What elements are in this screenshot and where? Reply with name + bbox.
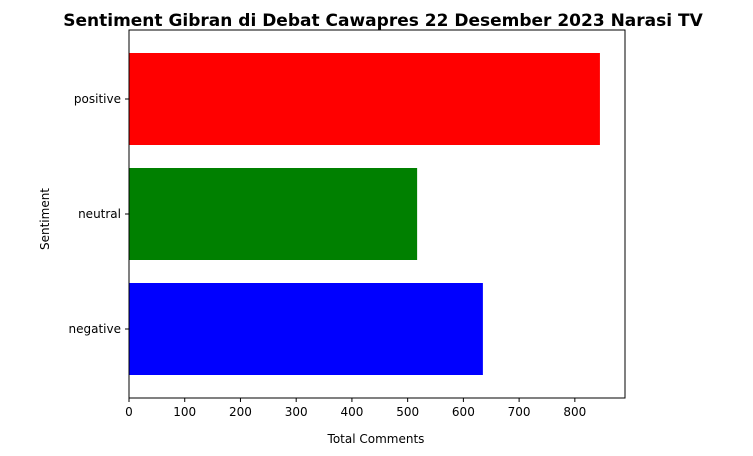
x-tick-label: 300: [285, 405, 308, 419]
y-tick-label: neutral: [78, 207, 121, 221]
x-tick-label: 200: [229, 405, 252, 419]
bars-group: [129, 53, 600, 375]
x-tick-label: 700: [508, 405, 531, 419]
y-tick-label: positive: [74, 92, 121, 106]
y-axis-ticks: negative neutral positive: [69, 92, 129, 336]
y-axis-label: Sentiment: [38, 188, 52, 250]
y-tick-label: negative: [69, 322, 121, 336]
x-axis-label: Total Comments: [327, 432, 425, 446]
chart-title: Sentiment Gibran di Debat Cawapres 22 De…: [63, 11, 703, 31]
x-tick-label: 400: [340, 405, 363, 419]
x-tick-label: 600: [452, 405, 475, 419]
bar-negative: [129, 283, 483, 375]
bar-positive: [129, 53, 600, 145]
x-axis-ticks: 0 100 200 300 400 500 600 700 800: [125, 398, 586, 419]
x-tick-label: 100: [173, 405, 196, 419]
x-tick-label: 500: [396, 405, 419, 419]
x-tick-label: 0: [125, 405, 133, 419]
bar-neutral: [129, 168, 418, 260]
x-tick-label: 800: [563, 405, 586, 419]
